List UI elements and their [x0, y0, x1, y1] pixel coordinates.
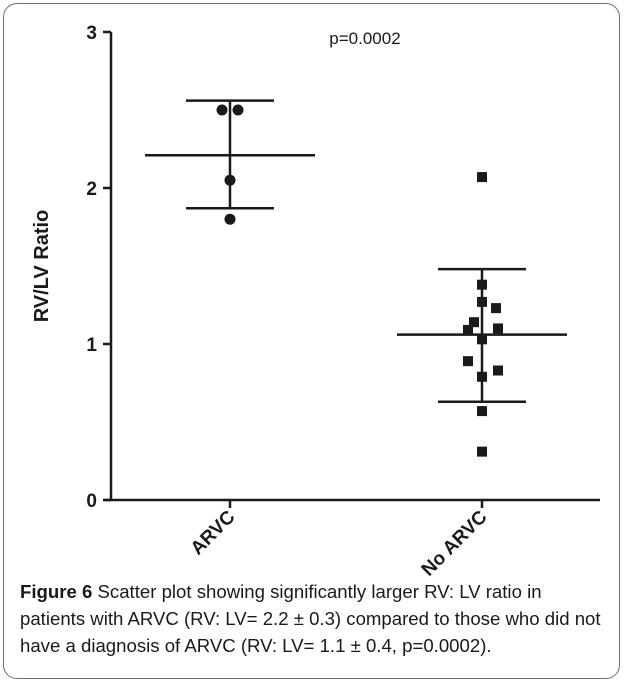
data-point-square — [477, 172, 487, 183]
data-point-square — [493, 323, 503, 334]
caption-text: Scatter plot showing significantly large… — [20, 581, 601, 656]
plot-marks — [145, 99, 567, 457]
data-point-circle — [216, 104, 228, 116]
data-point-square — [477, 406, 487, 417]
data-point-circle — [224, 174, 236, 186]
data-point-square — [477, 296, 487, 307]
y-axis-title: RV/LV Ratio — [31, 210, 53, 323]
data-point-circle — [224, 213, 236, 225]
y-axis: 0 1 2 3 — [86, 23, 113, 512]
data-point-square — [477, 371, 487, 382]
data-point-square — [463, 324, 473, 335]
y-tick-label: 0 — [86, 491, 97, 512]
scatter-chart: 0 1 2 3 ARVC No ARVC RV/LV Ratio p=0.0002 — [31, 23, 600, 581]
figure-frame — [3, 3, 620, 679]
data-point-square — [463, 356, 473, 367]
x-tick-label: ARVC — [187, 506, 240, 559]
x-tick-label: No ARVC — [418, 506, 492, 580]
data-point-square — [477, 446, 487, 457]
y-tick-label: 2 — [86, 179, 97, 200]
p-value-annotation: p=0.0002 — [329, 29, 400, 48]
y-tick-label: 3 — [86, 23, 97, 44]
y-tick-label: 1 — [86, 335, 97, 356]
data-point-square — [493, 365, 503, 376]
data-point-square — [491, 303, 501, 314]
data-point-square — [469, 317, 479, 328]
data-point-square — [477, 279, 487, 290]
data-point-circle — [232, 104, 244, 116]
caption-label: Figure 6 — [20, 581, 93, 602]
figure-caption: Figure 6 Scatter plot showing significan… — [20, 578, 610, 659]
data-point-square — [477, 334, 487, 345]
x-axis: ARVC No ARVC — [103, 498, 600, 581]
